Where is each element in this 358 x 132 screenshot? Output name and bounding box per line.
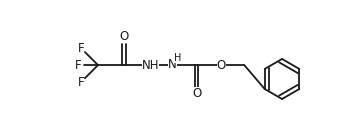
Text: F: F bbox=[75, 59, 81, 72]
Text: F: F bbox=[78, 76, 84, 89]
Text: F: F bbox=[78, 42, 84, 55]
Text: N: N bbox=[168, 58, 177, 71]
Text: NH: NH bbox=[142, 59, 159, 72]
Text: O: O bbox=[120, 30, 129, 43]
Text: H: H bbox=[174, 53, 181, 63]
Text: O: O bbox=[192, 87, 201, 100]
Text: O: O bbox=[217, 59, 226, 72]
